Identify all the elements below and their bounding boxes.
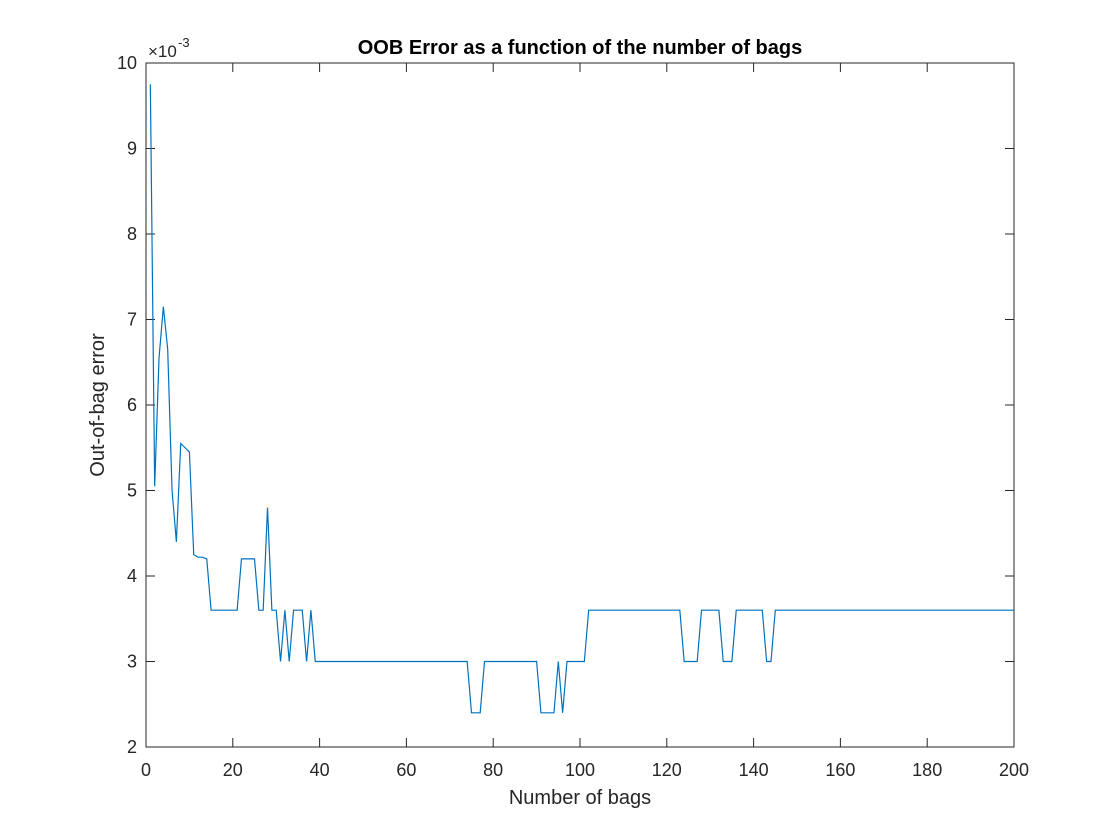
x-tick-label: 200	[999, 760, 1029, 780]
y-exponent-power: -3	[178, 35, 190, 50]
y-axis-exponent: ×10 -3	[148, 35, 190, 61]
x-tick-label: 160	[825, 760, 855, 780]
x-axis-label: Number of bags	[509, 787, 651, 809]
y-tick-label: 10	[117, 53, 137, 73]
x-tick-label: 40	[310, 760, 330, 780]
plot-area: 0 20 40 60 80 100 120 140 160 180 200 2 3 4 5 6 7 8 9 10	[117, 53, 1029, 780]
x-tick-label: 0	[141, 760, 151, 780]
y-tick-label: 6	[127, 395, 137, 415]
x-tick-label: 120	[652, 760, 682, 780]
y-tick-label: 2	[127, 737, 137, 757]
x-tick-label: 180	[912, 760, 942, 780]
x-tick-label: 100	[565, 760, 595, 780]
x-tick-label: 60	[396, 760, 416, 780]
y-tick-label: 3	[127, 652, 137, 672]
x-tick-label: 80	[483, 760, 503, 780]
y-tick-label: 4	[127, 566, 137, 586]
x-tick-label: 140	[739, 760, 769, 780]
y-tick-label: 5	[127, 481, 137, 501]
y-axis-label: Out-of-bag error	[87, 333, 109, 477]
axes-box	[145, 62, 1015, 748]
y-exponent-base: ×10	[148, 42, 177, 61]
series-line	[149, 84, 1014, 714]
y-tick-label: 7	[127, 310, 137, 330]
y-tick-label: 9	[127, 139, 137, 159]
y-tick-label: 8	[127, 224, 137, 244]
x-tick-label: 20	[223, 760, 243, 780]
chart-title: OOB Error as a function of the number of…	[358, 37, 802, 59]
